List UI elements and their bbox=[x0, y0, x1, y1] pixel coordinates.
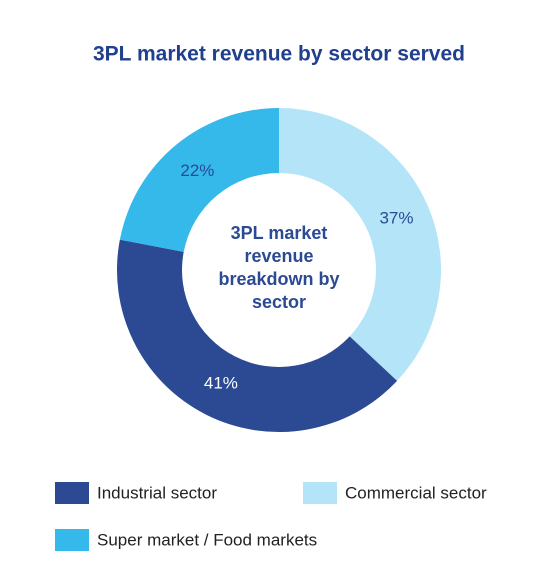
value-label: 41% bbox=[204, 374, 238, 393]
center-text: 3PL market revenue breakdown by sector bbox=[218, 223, 340, 312]
value-label: 37% bbox=[379, 209, 413, 228]
legend-swatch bbox=[55, 529, 89, 551]
slice bbox=[116, 239, 398, 433]
legend-swatch bbox=[303, 482, 337, 504]
legend-label: Commercial sector bbox=[345, 483, 487, 502]
legend-label: Super market / Food markets bbox=[97, 530, 317, 549]
chart-title: 3PL market revenue by sector served bbox=[93, 43, 465, 66]
slice bbox=[119, 108, 279, 252]
legend-swatch bbox=[55, 482, 89, 504]
slice bbox=[279, 108, 442, 381]
value-label: 22% bbox=[180, 161, 214, 180]
legend-label: Industrial sector bbox=[97, 483, 217, 502]
